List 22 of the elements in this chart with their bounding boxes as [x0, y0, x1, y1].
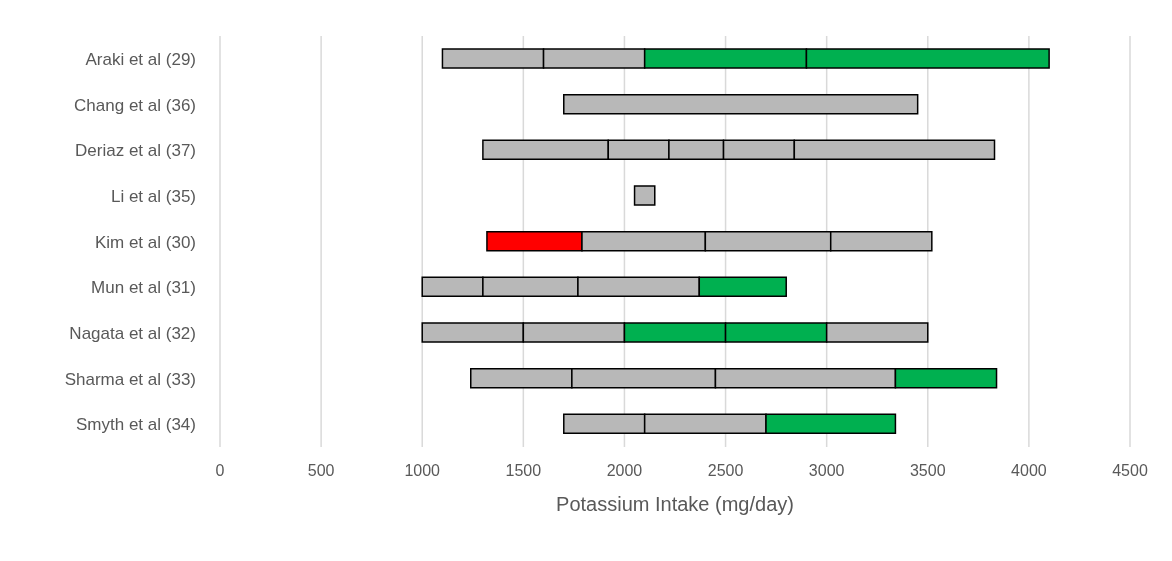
x-tick-label: 4000: [1011, 462, 1047, 480]
y-tick-label: Li et al (35): [110, 186, 196, 206]
bar: [633, 185, 656, 206]
x-tick-label: 0: [215, 462, 225, 480]
y-tick-label: Araki et al (29): [85, 49, 196, 69]
x-tick-label: 4500: [1112, 462, 1148, 480]
y-tick-label: Nagata et al (32): [69, 323, 196, 343]
y-tick-label: Chang et al (36): [74, 95, 196, 115]
y-tick-label: Deriaz et al (37): [75, 141, 196, 161]
y-tick-label: Sharma et al (33): [64, 369, 196, 389]
x-tick-label: 3500: [909, 462, 946, 480]
bar: [563, 93, 919, 115]
x-axis-title: Potassium Intake (mg/day): [556, 493, 794, 515]
y-tick-label: Kim et al (30): [94, 232, 196, 252]
x-tick-label: 1500: [505, 462, 542, 480]
x-tick-label: 500: [307, 462, 335, 480]
x-tick-label: 1000: [404, 462, 441, 480]
x-tick-label: 3000: [808, 462, 845, 480]
y-tick-label: Mun et al (31): [91, 278, 196, 298]
y-tick-label: Smyth et al (34): [76, 415, 196, 435]
x-tick-label: 2000: [606, 462, 643, 480]
x-tick-label: 2500: [707, 462, 744, 480]
